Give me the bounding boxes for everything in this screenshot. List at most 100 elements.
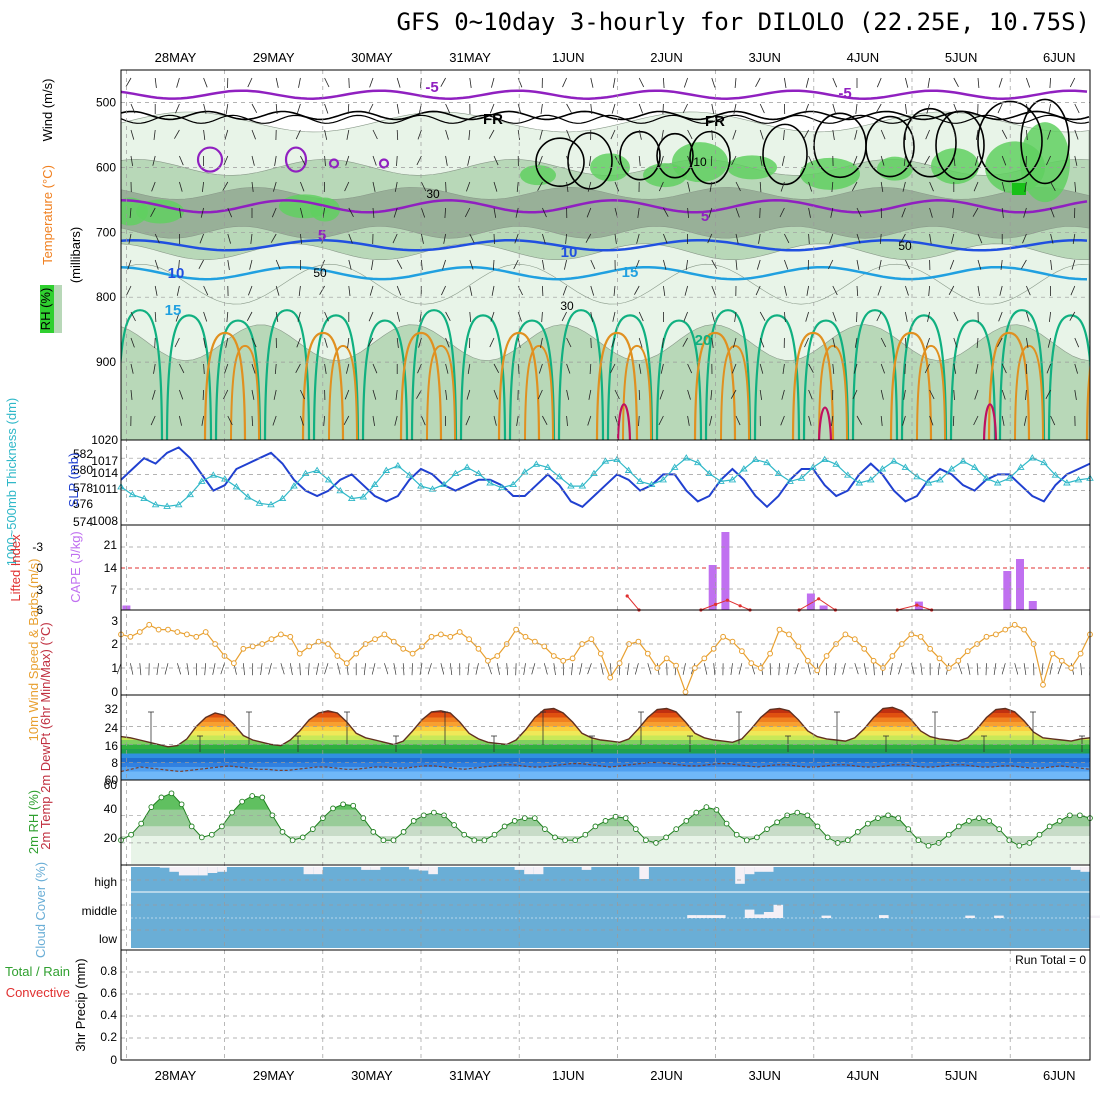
tick-temp: 8 (111, 756, 118, 770)
rh-point (774, 819, 780, 826)
grid (121, 70, 1090, 1060)
wind-barb (977, 233, 983, 244)
wind-barb (638, 155, 641, 166)
wind-barb (974, 155, 979, 166)
wind-barb (1050, 415, 1056, 426)
wind-barb-10m (268, 663, 272, 675)
wind-barb (296, 103, 301, 114)
wind-speed-point (635, 638, 642, 645)
wind-barb (856, 207, 862, 218)
wind-barb (323, 415, 325, 427)
wind-barb (396, 77, 401, 88)
wind-barb (488, 129, 495, 139)
wind-barb (372, 363, 378, 374)
contour-warm-loop-inner (426, 344, 456, 440)
thickness-point (636, 477, 644, 484)
temp-band (121, 740, 1090, 745)
wind-barb (585, 233, 592, 243)
wind-speed-point (428, 633, 435, 640)
rh-point (501, 823, 508, 830)
wind-speed-point (644, 650, 651, 657)
wind-barb (516, 415, 519, 426)
rh-point (380, 837, 387, 844)
axis-title-slp: SLP (mb) (66, 453, 81, 508)
wind-barb (296, 337, 301, 348)
wind-barb-10m (393, 663, 397, 675)
wind-barb (201, 415, 204, 426)
rh-point (643, 837, 649, 844)
thickness-point (959, 457, 967, 464)
wind-barb (152, 155, 156, 166)
rh-point (158, 794, 165, 801)
wind-barb (417, 363, 422, 374)
tick-temp: 24 (105, 721, 119, 735)
rh-point (229, 809, 235, 816)
thickness-point (774, 469, 783, 477)
wind-barb (273, 181, 277, 192)
wind-barb (467, 363, 471, 374)
wind-barb (421, 259, 423, 271)
wind-speed-point (475, 645, 482, 652)
wind-barb (223, 155, 229, 166)
wind-barb (175, 311, 180, 322)
thickness-point (186, 490, 194, 498)
wind-barb (367, 337, 374, 347)
cloud-mid-gap (821, 915, 832, 918)
wind-speed-point (964, 648, 971, 655)
wind-barb (658, 181, 664, 192)
wind-barb (150, 415, 156, 426)
tick-rh: 20 (104, 831, 118, 845)
contour-warm-loop-inner (818, 344, 848, 440)
wind-barb (711, 129, 713, 141)
rh-point (198, 834, 205, 841)
tick-thickness: 580 (73, 463, 93, 477)
wind-barb (929, 181, 934, 192)
wind-barb-10m (337, 663, 341, 675)
tick-slp: 1020 (91, 433, 118, 447)
wind-barb (687, 415, 690, 426)
wind-barb (396, 155, 398, 167)
thickness-point (647, 480, 656, 488)
wind-speed-point (1077, 650, 1084, 657)
contour-warm-loop (595, 331, 639, 440)
wind-barb (416, 389, 422, 399)
wind-barb (953, 311, 959, 322)
wind-barb (251, 389, 255, 400)
wind-barb (1000, 259, 1003, 270)
wind-speed-point (287, 633, 294, 640)
wind-barb (539, 129, 543, 140)
contour-10 (121, 239, 1088, 252)
wind-barb-10m (316, 663, 319, 675)
wind-barb (542, 415, 548, 425)
date-label-bottom: 31MAY (449, 1068, 491, 1083)
wind-barb (394, 415, 398, 426)
wind-barb-10m (156, 663, 159, 676)
wind-barb (251, 181, 254, 192)
rh-point (451, 822, 457, 828)
tick-cape: 21 (104, 538, 118, 552)
wind-barb (638, 337, 643, 348)
wind-barb (856, 259, 860, 270)
thickness-point (590, 469, 598, 477)
wind-barb (130, 311, 136, 322)
wind-barb (489, 103, 495, 114)
axis-title-rh-2m: 2m RH (%) (26, 790, 41, 854)
wind-speed-point (917, 633, 924, 640)
wind-barb (781, 155, 785, 166)
contour-20-loop (214, 319, 262, 440)
wind-barb (854, 129, 858, 140)
contour-fr-loop (865, 115, 915, 178)
wind-barb (561, 311, 567, 322)
wind-barb (347, 103, 350, 115)
date-label-top: 5JUN (945, 50, 978, 65)
wind-speed-point (616, 660, 623, 667)
rh-point (703, 804, 710, 810)
rh-point (743, 837, 750, 844)
wind-barb (1026, 337, 1029, 348)
wind-barb (517, 103, 522, 114)
tick-cape: 7 (110, 583, 117, 597)
wind-barb (905, 103, 907, 114)
wind-speed-point (767, 650, 773, 657)
cloud-high-gap (418, 867, 429, 871)
wind-barb-10m (402, 663, 405, 676)
